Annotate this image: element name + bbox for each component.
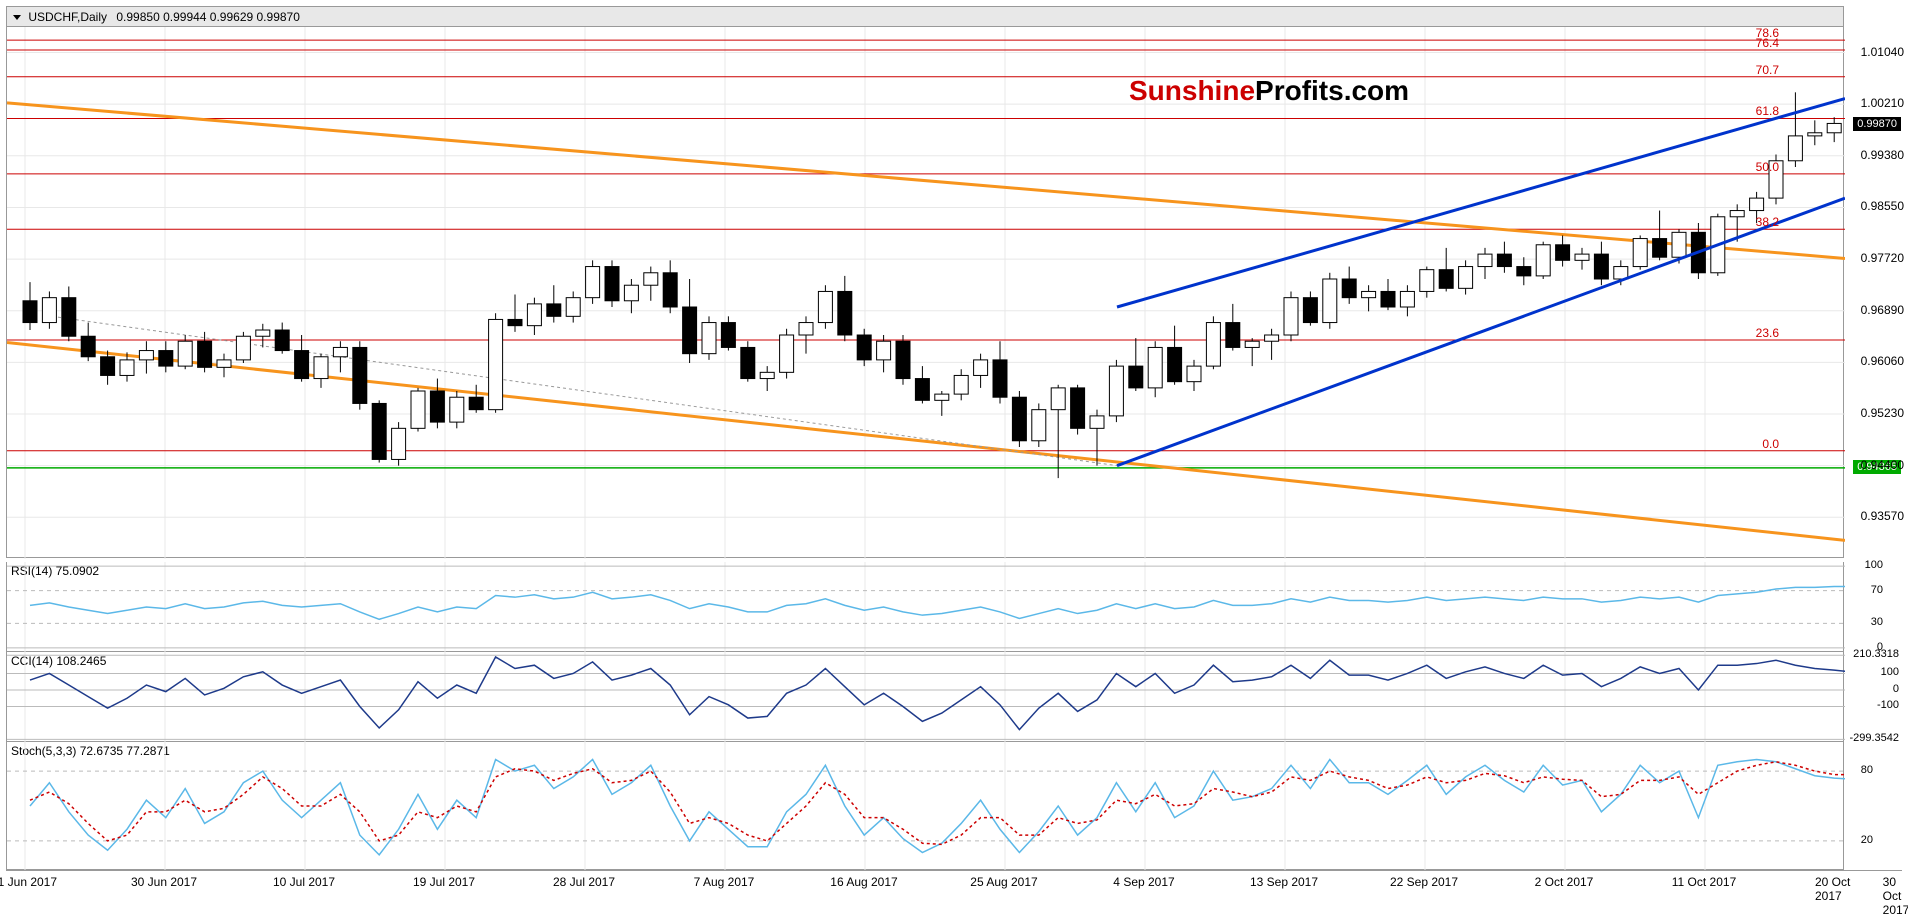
x-axis-label: 13 Sep 2017 bbox=[1250, 875, 1318, 889]
fib-label: 76.4 bbox=[1756, 36, 1779, 50]
x-axis-label: 25 Aug 2017 bbox=[970, 875, 1037, 889]
y-axis-label: 0.97720 bbox=[1861, 251, 1904, 265]
y-axis: 1.01040 1.00210 0.99380 0.98550 0.97720 0.968… bbox=[1850, 6, 1908, 870]
x-axis-label: 2 Oct 2017 bbox=[1535, 875, 1594, 889]
fib-label: 70.7 bbox=[1756, 63, 1779, 77]
main-price-chart[interactable]: USDCHF,Daily 0.99850 0.99944 0.99629 0.9… bbox=[6, 6, 1844, 558]
x-axis-label: 11 Oct 2017 bbox=[1672, 875, 1737, 889]
fib-label: 50.0 bbox=[1756, 160, 1779, 174]
rsi-panel[interactable]: RSI(14) 75.0902 10070300 bbox=[6, 562, 1844, 652]
fib-label: 61.8 bbox=[1756, 104, 1779, 118]
stoch-svg bbox=[7, 742, 1845, 870]
fib-label: 0.0 bbox=[1762, 437, 1779, 451]
y-axis-label: 1.00210 bbox=[1861, 96, 1904, 110]
y-axis-label: 0.93570 bbox=[1861, 509, 1904, 523]
watermark-pre: Sunshine bbox=[1129, 75, 1255, 106]
x-axis-label: 21 Jun 2017 bbox=[0, 875, 57, 889]
x-axis-label: 20 Oct 2017 bbox=[1815, 875, 1873, 903]
fib-label: 38.2 bbox=[1756, 215, 1779, 229]
y-axis-label: 0.98550 bbox=[1861, 199, 1904, 213]
x-axis-label: 22 Sep 2017 bbox=[1390, 875, 1458, 889]
fib-label: 23.6 bbox=[1756, 326, 1779, 340]
y-axis-label: 0.94400 bbox=[1861, 458, 1904, 472]
x-axis-label: 30 Oct 2017 bbox=[1883, 875, 1908, 917]
watermark: SunshineProfits.com bbox=[1129, 75, 1409, 107]
x-axis-label: 4 Sep 2017 bbox=[1113, 875, 1174, 889]
y-axis-label: 0.99380 bbox=[1861, 148, 1904, 162]
x-axis-label: 7 Aug 2017 bbox=[694, 875, 755, 889]
x-axis-label: 10 Jul 2017 bbox=[273, 875, 335, 889]
rsi-svg bbox=[7, 562, 1845, 652]
watermark-suf: Profits.com bbox=[1255, 75, 1409, 106]
cci-panel[interactable]: CCI(14) 108.2465 210.33181000-100-299.35… bbox=[6, 652, 1844, 742]
y-axis-label: 0.96060 bbox=[1861, 354, 1904, 368]
main-svg bbox=[7, 7, 1845, 559]
y-axis-label: 0.95230 bbox=[1861, 406, 1904, 420]
y-axis-label: 0.96890 bbox=[1861, 303, 1904, 317]
cci-svg bbox=[7, 652, 1845, 742]
x-axis-label: 19 Jul 2017 bbox=[413, 875, 475, 889]
x-axis-label: 28 Jul 2017 bbox=[553, 875, 615, 889]
y-axis-label: 1.01040 bbox=[1861, 45, 1904, 59]
chart-root: USDCHF,Daily 0.99850 0.99944 0.99629 0.9… bbox=[0, 0, 1908, 920]
stoch-panel[interactable]: Stoch(5,3,3) 72.6735 77.2871 8020 bbox=[6, 742, 1844, 870]
x-axis-label: 30 Jun 2017 bbox=[131, 875, 197, 889]
x-axis: 21 Jun 201730 Jun 201710 Jul 201719 Jul … bbox=[6, 870, 1902, 914]
x-axis-label: 16 Aug 2017 bbox=[830, 875, 897, 889]
